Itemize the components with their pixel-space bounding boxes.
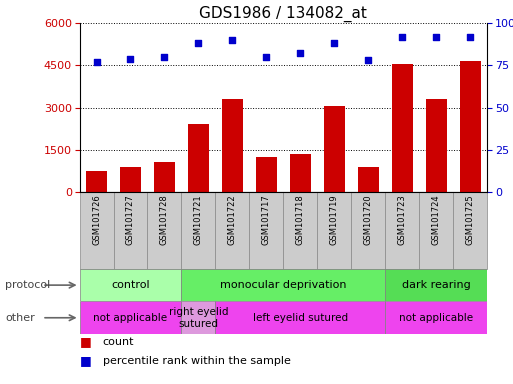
Bar bbox=[80, 192, 113, 269]
Text: GSM101720: GSM101720 bbox=[364, 194, 373, 245]
Bar bbox=[154, 162, 174, 192]
Text: monocular deprivation: monocular deprivation bbox=[220, 280, 347, 290]
Bar bbox=[113, 192, 148, 269]
Text: GSM101724: GSM101724 bbox=[432, 194, 441, 245]
Point bbox=[194, 40, 203, 46]
Text: ■: ■ bbox=[80, 354, 91, 367]
Text: GSM101726: GSM101726 bbox=[92, 194, 101, 245]
Text: not applicable: not applicable bbox=[93, 313, 168, 323]
Point bbox=[228, 37, 236, 43]
Bar bbox=[385, 192, 420, 269]
Bar bbox=[120, 167, 141, 192]
Title: GDS1986 / 134082_at: GDS1986 / 134082_at bbox=[200, 5, 367, 22]
Bar bbox=[420, 192, 453, 269]
Text: left eyelid sutured: left eyelid sutured bbox=[253, 313, 348, 323]
Text: percentile rank within the sample: percentile rank within the sample bbox=[103, 356, 290, 366]
Bar bbox=[222, 99, 243, 192]
Text: ■: ■ bbox=[80, 335, 91, 348]
Bar bbox=[392, 64, 412, 192]
Bar bbox=[453, 192, 487, 269]
Text: GSM101718: GSM101718 bbox=[296, 194, 305, 245]
Point bbox=[92, 59, 101, 65]
Bar bbox=[80, 301, 182, 334]
Bar bbox=[148, 192, 182, 269]
Point bbox=[364, 57, 372, 63]
Text: GSM101719: GSM101719 bbox=[330, 194, 339, 245]
Bar bbox=[86, 171, 107, 192]
Text: GSM101721: GSM101721 bbox=[194, 194, 203, 245]
Text: GSM101728: GSM101728 bbox=[160, 194, 169, 245]
Bar bbox=[182, 192, 215, 269]
Text: GSM101725: GSM101725 bbox=[466, 194, 475, 245]
Point bbox=[432, 33, 441, 40]
Text: count: count bbox=[103, 337, 134, 347]
Point bbox=[161, 54, 169, 60]
Point bbox=[262, 54, 270, 60]
Text: control: control bbox=[111, 280, 150, 290]
Text: right eyelid
sutured: right eyelid sutured bbox=[169, 307, 228, 329]
Bar bbox=[182, 301, 215, 334]
Point bbox=[297, 50, 305, 56]
Bar bbox=[80, 269, 182, 301]
Bar bbox=[318, 192, 351, 269]
Bar bbox=[358, 167, 379, 192]
Text: not applicable: not applicable bbox=[399, 313, 473, 323]
Bar bbox=[215, 301, 385, 334]
Text: GSM101722: GSM101722 bbox=[228, 194, 237, 245]
Bar bbox=[385, 269, 487, 301]
Bar bbox=[426, 99, 446, 192]
Bar bbox=[283, 192, 318, 269]
Bar bbox=[215, 192, 249, 269]
Bar bbox=[188, 124, 209, 192]
Text: protocol: protocol bbox=[5, 280, 50, 290]
Bar bbox=[249, 192, 283, 269]
Bar bbox=[385, 301, 487, 334]
Bar bbox=[460, 61, 481, 192]
Point bbox=[466, 33, 475, 40]
Point bbox=[398, 33, 406, 40]
Text: GSM101727: GSM101727 bbox=[126, 194, 135, 245]
Bar bbox=[351, 192, 385, 269]
Bar bbox=[324, 106, 345, 192]
Text: GSM101723: GSM101723 bbox=[398, 194, 407, 245]
Text: dark rearing: dark rearing bbox=[402, 280, 471, 290]
Point bbox=[330, 40, 339, 46]
Text: GSM101717: GSM101717 bbox=[262, 194, 271, 245]
Text: other: other bbox=[5, 313, 35, 323]
Bar bbox=[182, 269, 385, 301]
Point bbox=[126, 55, 134, 61]
Bar bbox=[290, 154, 310, 192]
Bar bbox=[256, 157, 277, 192]
